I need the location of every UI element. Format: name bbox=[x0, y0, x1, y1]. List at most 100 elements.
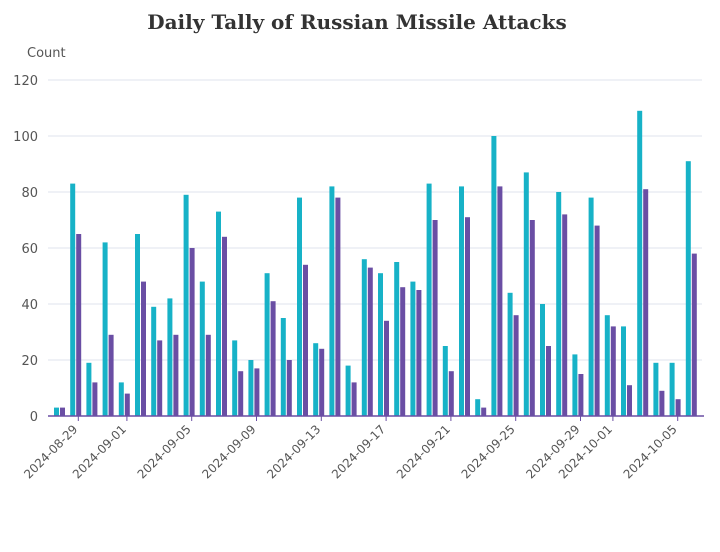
bar-series-1 bbox=[491, 136, 497, 416]
bar-series-1 bbox=[637, 110, 643, 417]
bar-series-2 bbox=[594, 225, 600, 416]
bar-series-1 bbox=[475, 399, 481, 416]
bar-series-1 bbox=[621, 326, 626, 416]
bar-series-2 bbox=[60, 407, 65, 416]
chart-title: Daily Tally of Russian Missile Attacks bbox=[147, 10, 567, 34]
x-tick-label: 2024-09-09 bbox=[199, 422, 258, 481]
bar-series-1 bbox=[459, 186, 464, 416]
bar-series-2 bbox=[465, 217, 470, 416]
bar-series-1 bbox=[345, 365, 351, 416]
bar-series-2 bbox=[627, 385, 632, 416]
bar-series-1 bbox=[151, 306, 157, 416]
bar-series-2 bbox=[303, 264, 308, 416]
bar-series-1 bbox=[70, 183, 76, 416]
bar-series-1 bbox=[329, 186, 335, 416]
bar-series-1 bbox=[653, 362, 659, 416]
bar-series-2 bbox=[92, 382, 98, 416]
bar-series-1 bbox=[410, 281, 416, 416]
bar-series-1 bbox=[394, 262, 400, 416]
x-tick-label: 2024-09-13 bbox=[264, 422, 323, 481]
x-tick-label: 2024-09-17 bbox=[329, 422, 388, 481]
bar-series-2 bbox=[481, 407, 487, 416]
bar-series-2 bbox=[562, 214, 568, 416]
bar-series-1 bbox=[216, 211, 221, 416]
x-tick-label: 2024-09-21 bbox=[394, 422, 453, 481]
y-tick-labels: 0 20 40 60 80 100 120 bbox=[13, 74, 38, 425]
bar-series-2 bbox=[141, 281, 146, 416]
y-tick-label: 100 bbox=[13, 130, 38, 145]
bar-series-2 bbox=[432, 220, 438, 416]
bar-series-2 bbox=[173, 334, 179, 416]
bar-series-1 bbox=[167, 298, 173, 416]
bar-series-1 bbox=[685, 161, 691, 416]
bar-series-2 bbox=[400, 287, 406, 416]
bar-series-1 bbox=[54, 407, 59, 416]
bar-series-2 bbox=[205, 334, 211, 416]
bar-series-1 bbox=[118, 382, 124, 416]
bar-series-1 bbox=[442, 346, 448, 416]
bar-series-1 bbox=[264, 273, 270, 416]
y-tick-label: 40 bbox=[21, 298, 38, 313]
bar-series-1 bbox=[523, 172, 529, 416]
bar-series-2 bbox=[546, 346, 551, 416]
x-tick-label: 2024-10-05 bbox=[621, 422, 680, 481]
bar-series-2 bbox=[659, 390, 665, 416]
bar-series-2 bbox=[124, 393, 130, 416]
bar-series-2 bbox=[448, 371, 454, 416]
bar-series-2 bbox=[157, 340, 163, 416]
y-tick-label: 120 bbox=[13, 74, 38, 89]
bar-series-1 bbox=[669, 362, 675, 416]
bar-series-1 bbox=[540, 304, 545, 416]
bar-series-1 bbox=[232, 340, 238, 416]
bar-series-2 bbox=[254, 368, 260, 416]
bar-series-1 bbox=[86, 362, 92, 416]
bar-series-2 bbox=[108, 334, 114, 416]
bar-series-1 bbox=[199, 281, 205, 416]
bar-series-1 bbox=[135, 234, 140, 416]
bar-series-2 bbox=[497, 186, 503, 416]
bar-series-2 bbox=[319, 348, 325, 416]
bar-series-2 bbox=[76, 234, 82, 416]
bar-series-1 bbox=[604, 315, 610, 416]
bar-series-1 bbox=[361, 259, 367, 416]
x-tick-label: 2024-09-25 bbox=[459, 422, 518, 481]
y-tick-label: 60 bbox=[21, 242, 38, 257]
bar-series-2 bbox=[270, 301, 276, 416]
bar-series-1 bbox=[102, 242, 108, 416]
bars bbox=[54, 110, 697, 417]
bar-series-2 bbox=[675, 399, 681, 416]
bar-series-2 bbox=[335, 197, 341, 416]
bar-series-2 bbox=[578, 374, 584, 416]
y-tick-label: 20 bbox=[21, 354, 38, 369]
bar-series-1 bbox=[248, 360, 254, 416]
bar-series-2 bbox=[691, 253, 697, 416]
bar-series-1 bbox=[572, 354, 578, 416]
bar-series-1 bbox=[507, 292, 513, 416]
y-tick-label: 0 bbox=[30, 410, 38, 425]
bar-series-2 bbox=[643, 189, 649, 416]
bar-series-2 bbox=[367, 267, 373, 416]
gridlines bbox=[48, 79, 702, 361]
bar-series-1 bbox=[297, 197, 302, 416]
x-tick-label: 2024-09-05 bbox=[135, 422, 194, 481]
bar-series-2 bbox=[610, 326, 616, 416]
bar-series-2 bbox=[189, 248, 195, 416]
bar-series-2 bbox=[513, 315, 519, 416]
bar-series-1 bbox=[313, 343, 319, 416]
y-tick-label: 80 bbox=[21, 186, 38, 201]
bar-series-2 bbox=[286, 360, 292, 416]
bar-series-1 bbox=[280, 318, 286, 416]
bar-series-2 bbox=[351, 382, 357, 416]
bar-series-1 bbox=[378, 273, 383, 416]
bar-series-2 bbox=[416, 290, 422, 416]
bar-series-2 bbox=[384, 320, 389, 416]
bar-series-2 bbox=[529, 220, 535, 416]
bar-series-2 bbox=[238, 371, 244, 416]
y-axis-label: Count bbox=[27, 46, 66, 61]
bar-series-1 bbox=[183, 194, 189, 416]
bar-series-1 bbox=[556, 192, 562, 416]
bar-series-1 bbox=[588, 197, 594, 416]
